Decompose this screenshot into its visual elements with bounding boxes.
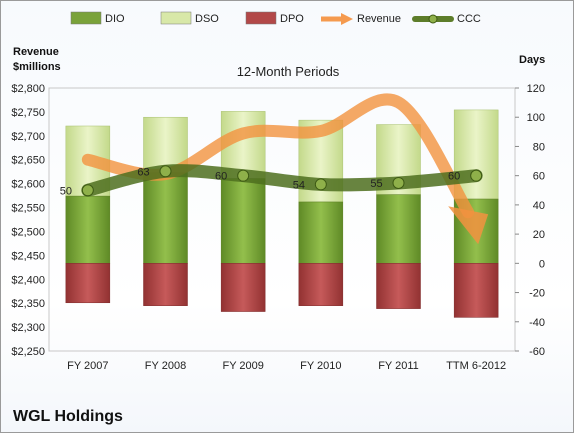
bar-dpo: [65, 263, 111, 304]
legend-label: DIO: [105, 13, 125, 25]
right-tick-label: -20: [529, 288, 545, 300]
ccc-data-label: 55: [370, 178, 382, 190]
ccc-data-label: 60: [448, 171, 460, 183]
left-tick-label: $2,750: [11, 107, 45, 119]
left-tick-label: $2,350: [11, 298, 45, 310]
left-tick-label: $2,250: [11, 346, 45, 358]
left-tick-label: $2,300: [11, 322, 45, 334]
bar-dpo: [298, 263, 344, 306]
chart-title: 12-Month Periods: [237, 64, 340, 79]
ccc-marker: [159, 165, 172, 178]
left-tick-label: $2,650: [11, 155, 45, 167]
legend-marker-ccc: [428, 14, 438, 24]
legend-arrowhead-revenue: [341, 13, 353, 25]
left-tick-label: $2,600: [11, 179, 45, 191]
legend-swatch-dso: [160, 11, 192, 25]
left-tick-label: $2,500: [11, 226, 45, 238]
bar-dpo: [453, 263, 499, 318]
category-label: FY 2009: [222, 360, 263, 372]
left-tick-label: $2,450: [11, 250, 45, 262]
legend-label: CCC: [457, 13, 481, 25]
right-axis-title: Days: [519, 54, 545, 66]
ccc-marker: [314, 178, 327, 191]
category-label: FY 2008: [145, 360, 186, 372]
category-label: TTM 6-2012: [446, 360, 506, 372]
category-label: FY 2007: [67, 360, 108, 372]
ccc-marker: [470, 169, 483, 182]
plot-area: [48, 87, 516, 352]
legend-swatch-dpo: [245, 11, 277, 25]
bar-dio: [376, 194, 421, 264]
right-tick-label: 20: [533, 229, 545, 241]
ccc-data-label: 63: [137, 166, 149, 178]
bar-dpo: [376, 263, 421, 309]
right-tick-label: -60: [529, 346, 545, 358]
bar-dpo: [143, 263, 188, 306]
ccc-marker: [81, 184, 94, 197]
ccc-data-label: 54: [293, 179, 305, 191]
bar-dio: [143, 172, 188, 264]
bar-dso: [453, 109, 499, 200]
category-label: FY 2010: [300, 360, 341, 372]
legend-label: DSO: [195, 13, 219, 25]
right-tick-label: 40: [533, 200, 545, 212]
bar-dio: [298, 201, 344, 264]
right-tick-label: 120: [527, 83, 545, 95]
ccc-line: [81, 164, 483, 197]
category-label: FY 2011: [378, 360, 419, 372]
right-tick-label: 80: [533, 141, 545, 153]
company-name: WGL Holdings: [13, 408, 123, 425]
right-tick-label: 60: [533, 171, 545, 183]
left-tick-label: $2,800: [11, 83, 45, 95]
revenue-arrow-head: [448, 206, 489, 245]
bar-dio: [65, 195, 111, 264]
ccc-data-label: 60: [215, 171, 227, 183]
right-tick-label: 0: [539, 258, 545, 270]
left-tick-label: $2,550: [11, 203, 45, 215]
left-axis-title-line2: $millions: [13, 61, 61, 73]
ccc-data-label: 50: [60, 185, 72, 197]
bar-dpo: [220, 263, 266, 312]
right-tick-label: -40: [529, 317, 545, 329]
left-tick-label: $2,400: [11, 274, 45, 286]
bar-dio: [220, 178, 266, 264]
ccc-marker: [392, 176, 405, 189]
left-axis-title-line1: Revenue: [13, 46, 59, 58]
right-tick-label: 100: [527, 112, 545, 124]
left-tick-label: $2,700: [11, 131, 45, 143]
ccc-marker: [237, 169, 250, 182]
legend-swatch-dio: [70, 11, 102, 25]
legend-label: DPO: [280, 13, 304, 25]
legend-label: Revenue: [357, 13, 401, 25]
